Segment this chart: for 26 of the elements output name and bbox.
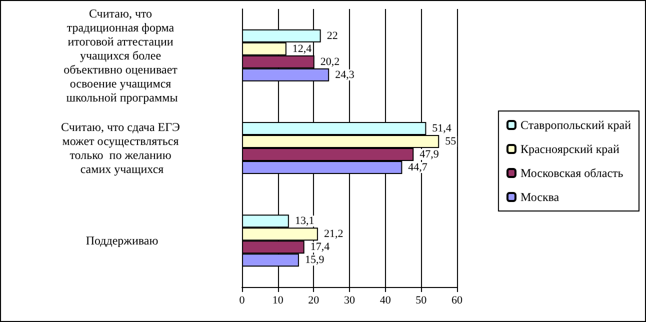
x-tick-label: 30 xyxy=(344,294,356,306)
data-label: 12,4 xyxy=(292,42,312,55)
data-label: 17,4 xyxy=(310,241,330,254)
x-tick-label: 60 xyxy=(452,294,463,306)
legend-label: Красноярский край xyxy=(520,142,620,156)
x-tick-label: 0 xyxy=(239,294,246,306)
y-tick-label: Считаю, что сдача ЕГЭ может осуществляться только по желанию самих учащихся xyxy=(61,120,183,176)
legend-label: Ставропольский край xyxy=(520,118,632,132)
data-label: 44,7 xyxy=(408,162,428,174)
data-label: 20,2 xyxy=(320,56,340,68)
data-label: 24,3 xyxy=(335,68,355,81)
x-tick-label: 10 xyxy=(272,294,284,306)
x-tick-label: 50 xyxy=(416,294,428,306)
data-label: 22 xyxy=(326,30,338,42)
data-label: 15,9 xyxy=(304,254,325,266)
data-label: 13,1 xyxy=(294,215,314,228)
data-label: 55 xyxy=(445,136,457,148)
legend-label: Москва xyxy=(520,190,560,204)
y-tick-label: Поддерживаю xyxy=(86,234,158,248)
legend-label: Московская область xyxy=(520,166,624,180)
x-tick-label: 20 xyxy=(308,294,320,306)
y-tick-label: Считаю, что традиционная форма итоговой аттестации учащихся более объективно оценивает освоение учащимся школьной программы xyxy=(64,6,180,104)
data-label: 21,2 xyxy=(324,228,344,240)
data-label: 47,9 xyxy=(420,148,440,160)
data-label: 51,4 xyxy=(432,122,452,134)
x-tick-label: 40 xyxy=(380,294,392,306)
